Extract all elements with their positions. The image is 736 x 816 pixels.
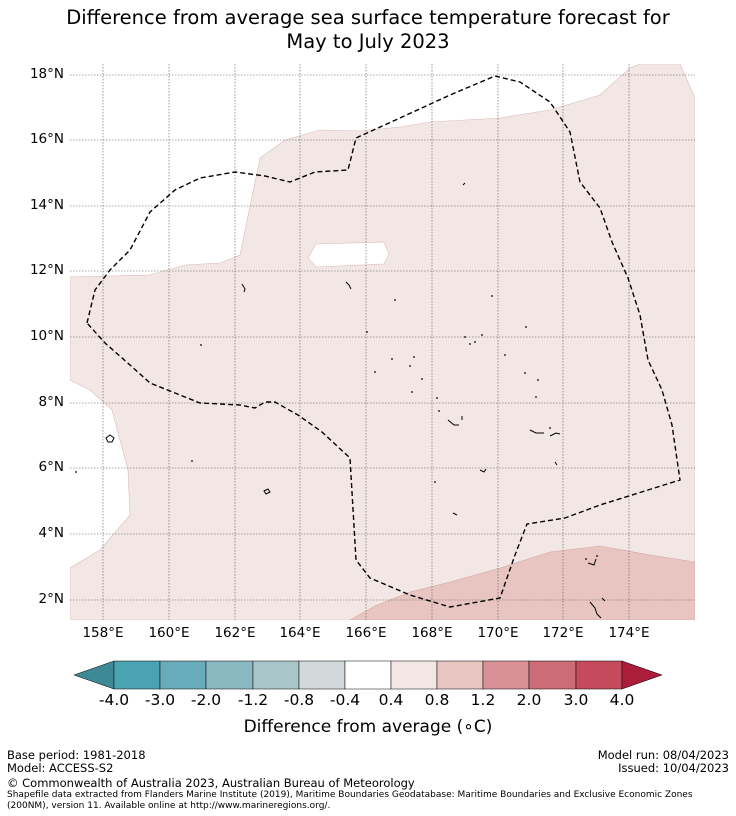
lat-label: 16°N [29,131,64,147]
anomaly-region-medium [349,545,695,620]
island-outline [241,283,246,293]
model-run: Model run: 08/04/2023 [597,748,729,762]
lon-label: 164°E [279,625,321,641]
title-line-2: May to July 2023 [286,30,450,53]
copyright: © Commonwealth of Australia 2023, Austra… [7,776,415,790]
title-line-1: Difference from average sea surface temp… [66,6,670,29]
colorbar-tick: -0.4 [329,691,361,709]
island-outline [105,434,115,443]
lon-label: 162°E [214,625,256,641]
lat-label: 8°N [38,394,64,410]
lon-label: 172°E [542,625,584,641]
colorbar-bin [344,660,392,690]
island-outline [345,281,352,290]
colorbar-tick: -3.0 [144,691,176,709]
island-outline [587,558,597,566]
map-title: Difference from average sea surface temp… [0,6,736,54]
colorbar [73,660,663,690]
colorbar-tick: 0.4 [378,691,404,709]
colorbar-bin [298,660,346,690]
atoll-dots [75,295,598,560]
islands [105,182,606,619]
colorbar-tick: 2.0 [516,691,542,709]
colorbar-tick: -0.8 [283,691,315,709]
island-outline [529,429,544,434]
island-outline [549,432,561,437]
model-name: Model: ACCESS-S2 [7,761,114,775]
colorbar-bin [436,660,484,690]
lon-label: 174°E [608,625,650,641]
gridlines [70,64,695,620]
anomaly-hole-white [307,241,390,268]
lat-label: 2°N [38,591,64,607]
base-period: Base period: 1981-2018 [7,748,146,762]
colorbar-tick: 1.2 [470,691,496,709]
colorbar-bin [205,660,254,690]
island-outline [447,419,459,426]
lon-label: 166°E [345,625,387,641]
source-attribution: Shapefile data extracted from Flanders M… [7,790,693,811]
lon-label: 160°E [148,625,190,641]
anomaly-region-light [70,64,695,620]
lat-label: 10°N [29,328,64,344]
lat-label: 14°N [29,197,64,213]
issued-date: Issued: 10/04/2023 [618,761,729,775]
colorbar-bin [252,660,300,690]
island-outline [589,601,602,619]
island-outline [601,597,606,602]
colorbar-tick: -4.0 [98,691,130,709]
lon-label: 158°E [82,625,124,641]
colorbar-extend-low [73,660,115,690]
colorbar-bin [482,660,530,690]
island-outline [263,488,271,495]
eez-boundary [86,75,681,608]
lat-label: 12°N [29,262,64,278]
colorbar-tick: 3.0 [563,691,589,709]
colorbar-bin [113,660,161,690]
colorbar-bin [575,660,623,690]
island-outline [554,461,558,466]
colorbar-bin [528,660,577,690]
colorbar-tick: 0.8 [424,691,450,709]
lat-label: 4°N [38,525,64,541]
island-outline [462,182,466,186]
lon-label: 168°E [411,625,453,641]
colorbar-label: Difference from average (∘C) [243,717,493,737]
island-outline [479,468,487,473]
colorbar-tick: 4.0 [609,691,635,709]
island-outline [452,512,458,516]
colorbar-tick: -2.0 [190,691,222,709]
colorbar-extend-high [621,660,663,690]
colorbar-tick: -1.2 [237,691,269,709]
colorbar-bin [159,660,207,690]
lat-label: 6°N [38,459,64,475]
lat-label: 18°N [29,66,64,82]
lon-label: 170°E [477,625,519,641]
colorbar-bin [390,660,438,690]
